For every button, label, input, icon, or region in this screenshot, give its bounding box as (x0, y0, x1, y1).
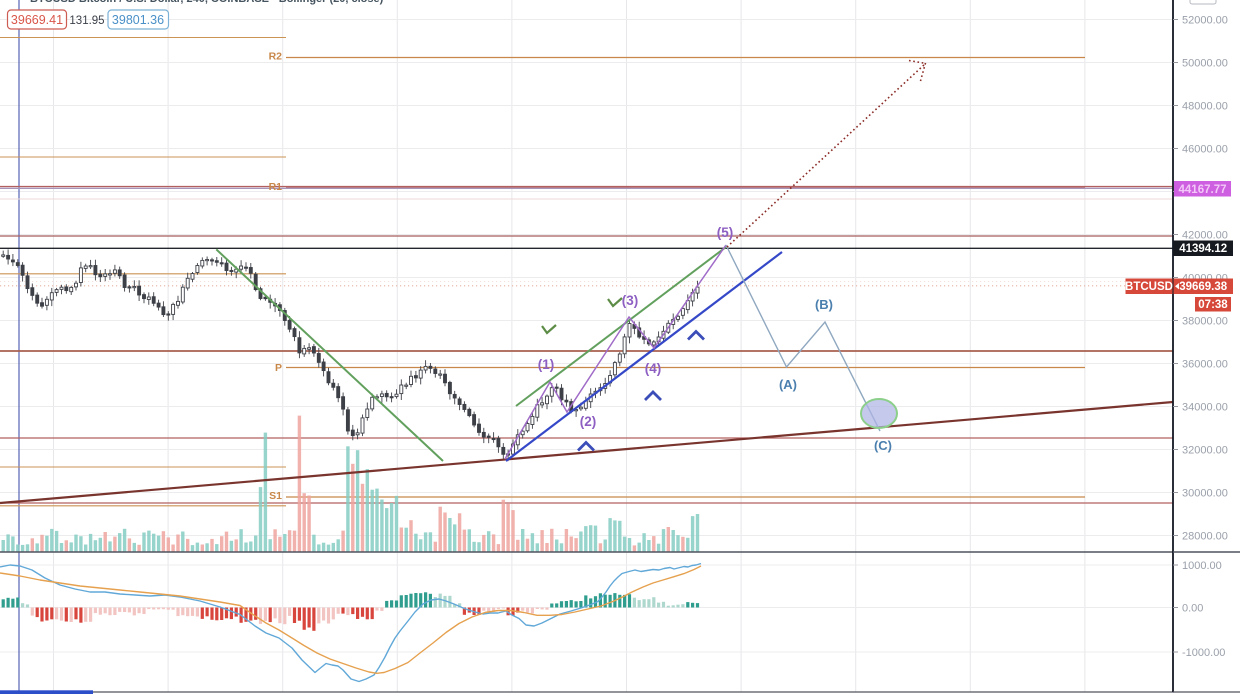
svg-text:39669.38: 39669.38 (1179, 281, 1228, 293)
svg-text:28000.00: 28000.00 (1182, 530, 1228, 542)
svg-text:32000.00: 32000.00 (1182, 444, 1228, 456)
svg-text:BTCUSD: BTCUSD (1125, 281, 1173, 293)
svg-text:30000.00: 30000.00 (1182, 487, 1228, 499)
svg-text:(1): (1) (538, 357, 555, 372)
svg-text:BTCUSD Bitcoin / U.S. Dollar,: BTCUSD Bitcoin / U.S. Dollar, 240, COINB… (30, 0, 384, 5)
svg-text:R2: R2 (269, 51, 283, 63)
svg-text:S1: S1 (269, 490, 282, 502)
svg-text:0.00: 0.00 (1182, 602, 1203, 614)
svg-text:44167.77: 44167.77 (1179, 184, 1227, 196)
svg-text:39801.36: 39801.36 (112, 13, 164, 27)
svg-text:41394.12: 41394.12 (1179, 243, 1227, 255)
svg-text:(5): (5) (717, 225, 734, 240)
svg-text:39669.41: 39669.41 (11, 13, 63, 27)
svg-text:(4): (4) (645, 361, 662, 376)
svg-text:(C): (C) (874, 438, 892, 453)
svg-text:46000.00: 46000.00 (1182, 143, 1228, 155)
svg-text:52000.00: 52000.00 (1182, 14, 1228, 26)
svg-text:R1: R1 (269, 181, 283, 193)
svg-text:1000.00: 1000.00 (1182, 560, 1222, 572)
svg-text:(B): (B) (815, 297, 833, 312)
svg-text:(2): (2) (580, 414, 597, 429)
svg-text:42000.00: 42000.00 (1182, 229, 1228, 241)
svg-text:-1000.00: -1000.00 (1182, 647, 1225, 659)
svg-text:07:38: 07:38 (1198, 299, 1228, 311)
svg-text:(A): (A) (779, 377, 797, 392)
svg-text:P: P (275, 362, 282, 374)
svg-text:48000.00: 48000.00 (1182, 100, 1228, 112)
svg-text:36000.00: 36000.00 (1182, 358, 1228, 370)
svg-text:50000.00: 50000.00 (1182, 57, 1228, 69)
svg-text:38000.00: 38000.00 (1182, 315, 1228, 327)
svg-text:131.95: 131.95 (69, 15, 104, 27)
svg-text:(3): (3) (622, 293, 639, 308)
svg-text:34000.00: 34000.00 (1182, 401, 1228, 413)
